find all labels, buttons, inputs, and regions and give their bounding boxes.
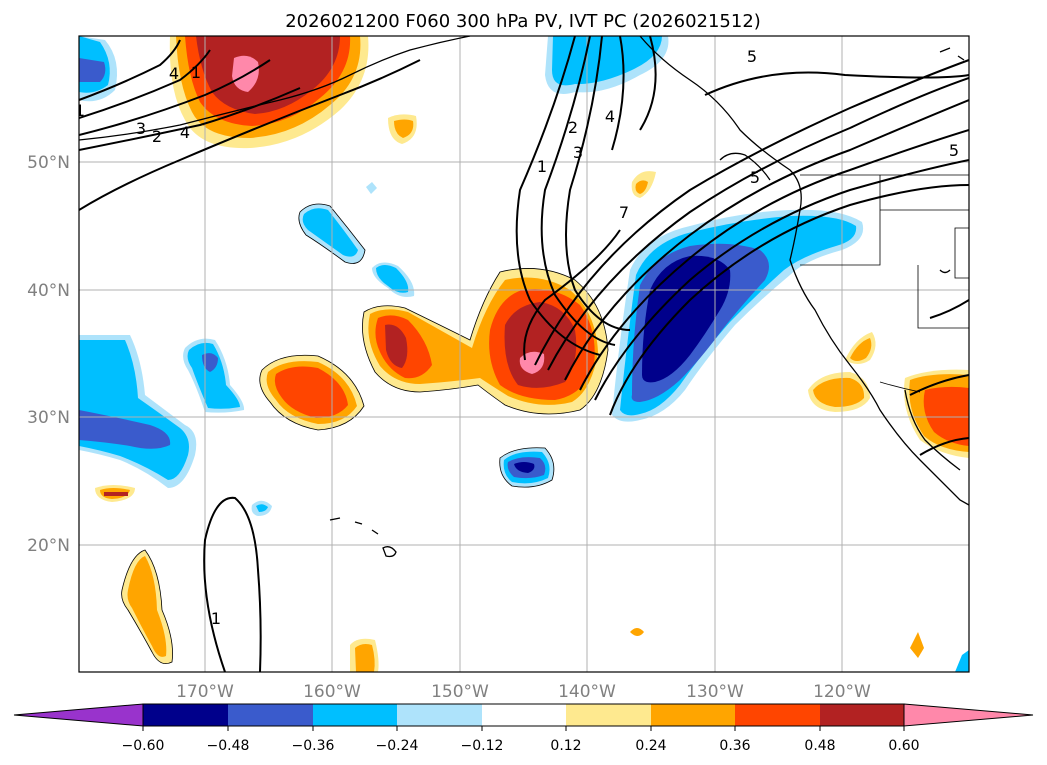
country-state-borders	[800, 174, 969, 393]
colorbar-tick-label: 0.60	[888, 738, 919, 754]
lon-label: 130°W	[686, 682, 744, 702]
pv-negative-region	[366, 182, 377, 194]
colorbar-segment	[735, 704, 820, 726]
pv-negative-region	[202, 353, 218, 372]
pv-positive-region	[394, 119, 414, 138]
pv-positive-region	[630, 628, 644, 636]
latitude-labels: 50°N 40°N 30°N 20°N	[27, 153, 70, 556]
pv-positive-region	[355, 644, 375, 672]
pv-negative-region	[514, 462, 535, 473]
ivt-contour-labels: 1 2 3 4 5 1 2 3 4 5 1 4 5 7 1	[75, 47, 959, 628]
pv-negative-region	[376, 265, 409, 293]
colorbar-tick-label: 0.24	[635, 738, 666, 754]
ivt-contours	[79, 36, 969, 672]
pv-negative-region	[302, 208, 358, 257]
colorbar-tick-label: 0.48	[804, 738, 835, 754]
colorbar-tick-label: −0.24	[376, 738, 419, 754]
pv-negative-region	[256, 504, 268, 512]
pv-negative-region	[79, 58, 106, 82]
colorbar-segment	[313, 704, 397, 726]
colorbar-segment	[228, 704, 313, 726]
colorbar-under-triangle	[13, 703, 144, 727]
colorbar-tick-label: −0.36	[292, 738, 335, 754]
lon-label: 140°W	[558, 682, 616, 702]
svg-text:7: 7	[619, 203, 629, 222]
svg-text:4: 4	[605, 107, 615, 126]
colorbar-segment	[482, 704, 566, 726]
pv-positive-region	[196, 36, 340, 114]
pv-positive-region	[127, 556, 167, 657]
colorbar-tick-label: −0.12	[461, 738, 504, 754]
lon-label: 170°W	[176, 682, 234, 702]
pv-positive-region	[104, 492, 128, 496]
svg-text:5: 5	[747, 47, 757, 66]
svg-text:4: 4	[180, 123, 190, 142]
svg-text:1: 1	[537, 157, 547, 176]
lat-label: 40°N	[27, 281, 70, 301]
svg-text:5: 5	[949, 141, 959, 160]
colorbar-tick-label: 0.12	[550, 738, 581, 754]
svg-text:3: 3	[573, 143, 583, 162]
colorbar-segment	[143, 704, 228, 726]
svg-text:3: 3	[136, 119, 146, 138]
colorbar-tick-label: −0.48	[207, 738, 250, 754]
pv-negative-region	[642, 255, 731, 383]
pv-positive-region	[274, 366, 348, 418]
map-title: 2026021200 F060 300 hPa PV, IVT PC (2026…	[285, 11, 761, 32]
map-content: 1 2 3 4 5 1 2 3 4 5 1 4 5 7 1	[75, 36, 969, 672]
pv-positive-region	[813, 377, 865, 407]
colorbar-tick-label: −0.60	[122, 738, 165, 754]
svg-text:1: 1	[211, 609, 221, 628]
pv-negative-region	[552, 36, 662, 86]
pv-positive-region	[850, 338, 872, 361]
svg-text:1: 1	[191, 63, 201, 82]
lat-label: 50°N	[27, 153, 70, 173]
pv-outline-contours	[121, 203, 609, 665]
pv-positive-region	[923, 386, 969, 446]
svg-text:5: 5	[750, 168, 760, 187]
lon-label: 160°W	[303, 682, 361, 702]
colorbar-over-triangle	[903, 703, 1034, 727]
lat-label: 30°N	[27, 408, 70, 428]
pv-positive-region	[232, 55, 259, 92]
pv-positive-region	[635, 180, 648, 194]
svg-text:1: 1	[75, 101, 85, 120]
pv-shading	[79, 36, 969, 672]
lat-label: 20°N	[27, 536, 70, 556]
pv-positive-region	[385, 324, 408, 368]
longitude-labels: 170°W 160°W 150°W 140°W 130°W 120°W	[176, 682, 871, 702]
pv-negative-region	[955, 650, 969, 672]
svg-text:2: 2	[152, 127, 162, 146]
pv-negative-region	[79, 410, 171, 449]
coastlines	[79, 36, 969, 558]
colorbar-segment	[397, 704, 482, 726]
map-frame	[78, 35, 970, 673]
colorbar-segment	[566, 704, 651, 726]
colorbar: −0.60 −0.48 −0.36 −0.24 −0.12 0.12 0.24 …	[13, 703, 1034, 754]
svg-text:4: 4	[169, 64, 179, 83]
colorbar-tick-label: 0.36	[719, 738, 750, 754]
colorbar-segment	[820, 704, 904, 726]
pv-negative-region	[187, 342, 240, 409]
lon-label: 120°W	[813, 682, 871, 702]
svg-text:2: 2	[568, 118, 578, 137]
pv-positive-region	[910, 632, 924, 658]
lon-label: 150°W	[431, 682, 489, 702]
colorbar-segment	[651, 704, 735, 726]
